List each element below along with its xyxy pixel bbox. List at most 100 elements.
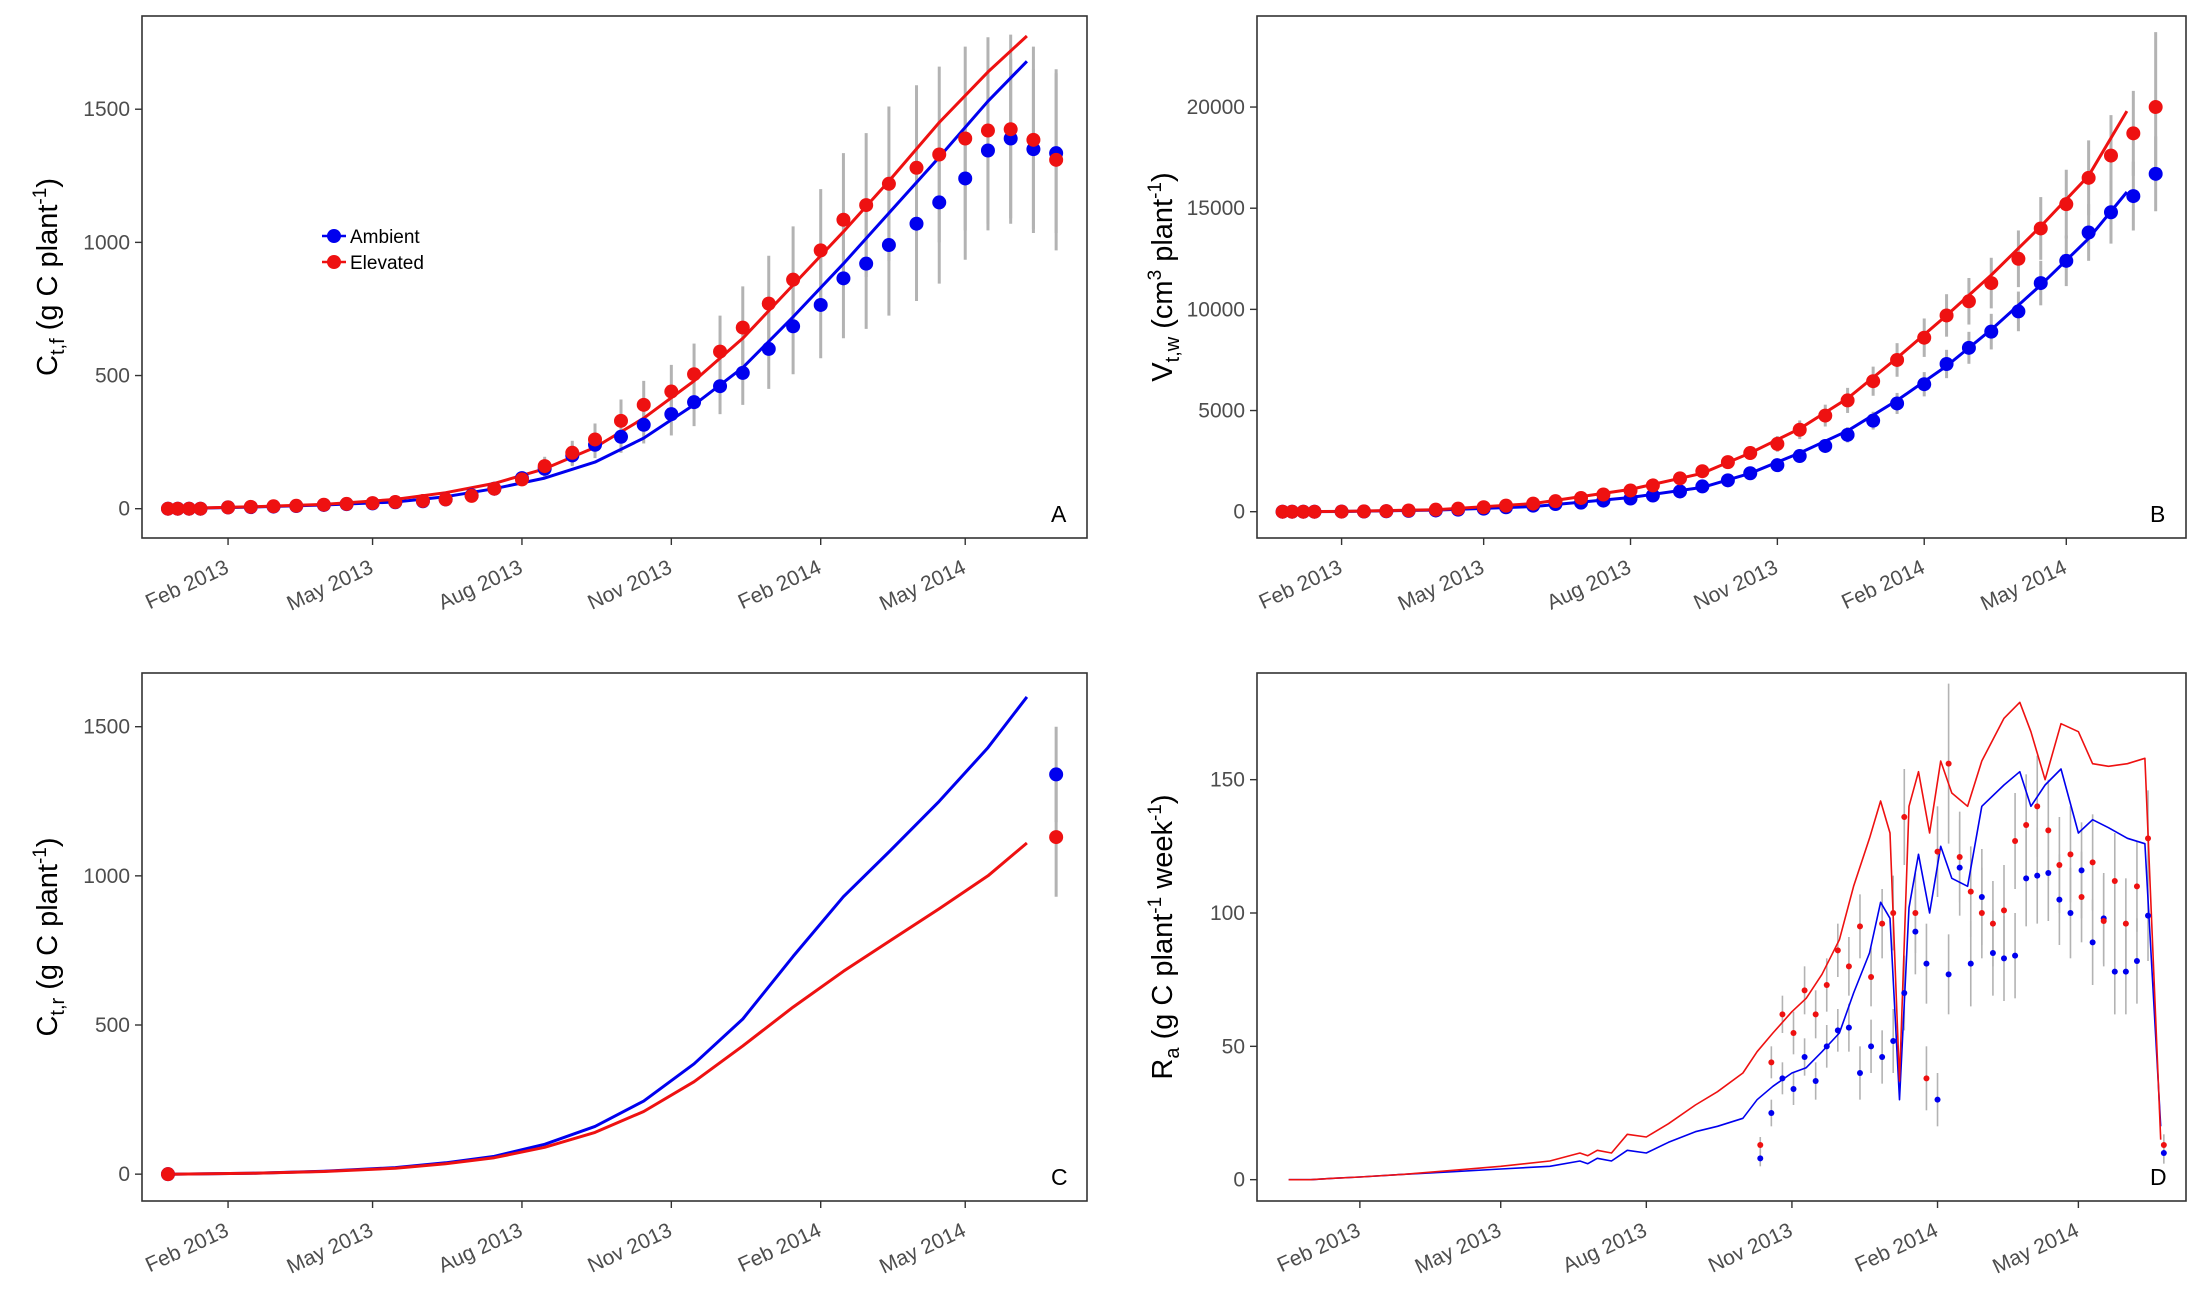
data-point-elevated (1768, 1059, 1775, 1066)
data-point-ambient (1801, 1054, 1808, 1060)
data-point-elevated (243, 499, 258, 514)
data-point-elevated (2103, 148, 2118, 163)
panel-frame (141, 672, 1088, 1202)
plot-area (1275, 32, 2163, 519)
data-point-elevated (1770, 436, 1785, 451)
data-point-elevated (735, 320, 750, 335)
data-point-elevated (1574, 490, 1589, 505)
data-point-elevated (1792, 422, 1807, 437)
panel-a: 0 500 1000 1500 Feb 2013 May 2013 Aug 2013 Nov … (30, 15, 1088, 616)
y-tick-label: 20000 (1187, 96, 1245, 119)
data-point-elevated (2133, 883, 2140, 890)
data-point-elevated (160, 1167, 175, 1182)
data-point-ambient (1790, 1086, 1797, 1092)
y-tick-label: 1000 (83, 231, 130, 254)
panel-label: B (2150, 501, 2165, 527)
panel-b: 0 5000 10000 15000 20000 Feb 2013 May 2013 Aug … (1145, 15, 2187, 616)
x-tick-label: Feb 2014 (735, 556, 825, 614)
x-tick-label: May 2014 (1989, 1219, 2083, 1279)
data-point-elevated (980, 123, 995, 138)
data-point-elevated (1961, 294, 1976, 309)
y-tick-label: 5000 (1198, 400, 1245, 423)
data-point-elevated (881, 176, 896, 191)
data-point-ambient (1967, 960, 1974, 967)
panel-d: 0 50 100 150 Feb 2013 May 2013 Aug 2013 Nov 201… (1145, 672, 2187, 1279)
x-tick-label: May 2014 (876, 556, 970, 616)
data-point-ambient (1823, 1043, 1830, 1050)
data-point-ambient (2033, 276, 2048, 291)
x-tick-label: Feb 2013 (142, 1219, 232, 1277)
data-point-ambient (1695, 479, 1710, 494)
data-point-ambient (859, 256, 874, 271)
data-point-elevated (1026, 132, 1041, 147)
x-tick-label: Aug 2013 (1543, 556, 1634, 615)
data-point-elevated (1401, 503, 1416, 518)
data-point-ambient (2089, 939, 2096, 946)
data-point-ambient (687, 395, 702, 410)
y-tick-label: 15000 (1187, 197, 1245, 220)
data-point-elevated (2067, 851, 2074, 858)
data-point-elevated (1840, 393, 1855, 408)
data-point-elevated (1834, 947, 1841, 954)
data-point-elevated (1526, 496, 1541, 511)
data-point-elevated (2111, 878, 2118, 884)
x-tick-label: Nov 2013 (1705, 1219, 1796, 1278)
data-point-elevated (2023, 822, 2030, 828)
data-point-ambient (636, 417, 651, 432)
data-point-elevated (193, 501, 208, 516)
y-axis-title: Ct,f (g C plant-1) (30, 178, 69, 376)
data-point-ambient (2012, 952, 2019, 959)
data-point-ambient (1672, 484, 1687, 499)
data-point-elevated (786, 272, 801, 287)
data-point-elevated (388, 495, 403, 510)
data-point-elevated (1645, 478, 1660, 493)
data-point-elevated (836, 212, 851, 227)
data-point-ambient (1049, 767, 1064, 782)
data-point-elevated (664, 384, 679, 399)
data-point-elevated (2160, 1142, 2167, 1148)
data-point-elevated (339, 496, 354, 511)
data-point-elevated (1757, 1142, 1764, 1148)
data-point-ambient (1989, 950, 1996, 956)
data-point-ambient (1961, 340, 1976, 355)
x-tick-label: May 2014 (1977, 556, 2071, 616)
x-tick-label: Feb 2014 (735, 1219, 825, 1277)
data-point-elevated (2148, 100, 2163, 115)
data-point-elevated (266, 499, 281, 514)
data-point-ambient (1792, 449, 1807, 464)
data-point-elevated (170, 501, 185, 516)
data-point-elevated (1845, 963, 1852, 970)
data-point-elevated (2045, 827, 2052, 834)
y-axis-title: Ct,r (g C plant-1) (30, 837, 69, 1036)
series-line-elevated (167, 841, 1028, 1176)
data-point-ambient (813, 297, 828, 312)
plot-area (160, 695, 1064, 1182)
y-axis-title: Vt,w (cm3 plant-1) (1145, 172, 1184, 381)
data-point-ambient (1856, 1070, 1863, 1076)
data-point-ambient (932, 195, 947, 210)
data-point-elevated (1672, 471, 1687, 486)
data-point-elevated (1868, 974, 1875, 980)
data-point-elevated (909, 160, 924, 175)
data-point-elevated (1049, 152, 1064, 167)
data-point-ambient (1890, 1038, 1897, 1044)
data-point-ambient (1978, 894, 1985, 900)
data-point-ambient (1812, 1078, 1819, 1084)
y-tick-label: 500 (95, 1014, 130, 1037)
data-point-elevated (588, 432, 603, 447)
data-point-elevated (1866, 374, 1881, 389)
data-point-ambient (1934, 1096, 1941, 1103)
data-point-elevated (1984, 276, 1999, 291)
data-point-ambient (786, 319, 801, 334)
data-point-ambient (664, 407, 679, 422)
y-tick-label: 150 (1210, 769, 1245, 792)
data-point-elevated (1720, 455, 1735, 470)
data-point-ambient (1757, 1155, 1764, 1162)
data-point-ambient (1866, 413, 1881, 428)
data-point-ambient (1890, 396, 1905, 411)
data-point-elevated (289, 498, 304, 513)
data-point-elevated (1801, 987, 1808, 994)
data-point-elevated (636, 397, 651, 412)
data-point-elevated (1779, 1011, 1786, 1018)
